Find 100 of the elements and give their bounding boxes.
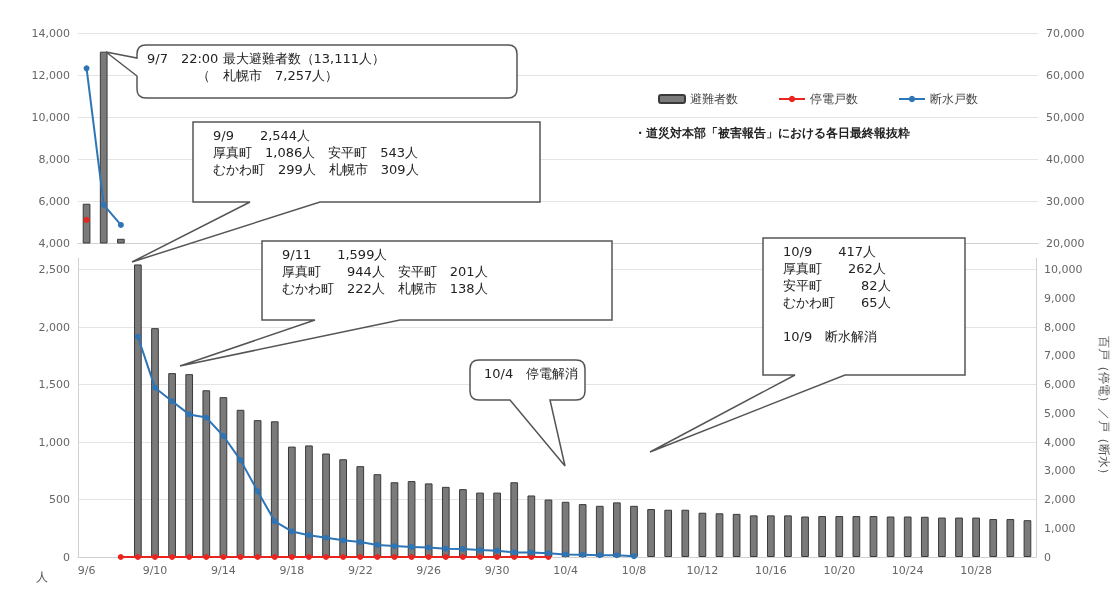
bar <box>869 516 878 557</box>
x-tick-label: 10/8 <box>621 564 647 577</box>
bar <box>441 486 450 557</box>
y2-tick-label: 1,000 <box>1044 521 1076 535</box>
point <box>442 554 449 560</box>
bar <box>253 420 262 557</box>
y2-tick-label: 10,000 <box>1044 263 1083 276</box>
bar <box>407 481 416 557</box>
annotation: 厚真町 944人 安平町 201人 <box>282 263 488 280</box>
bar <box>972 517 980 557</box>
bar <box>1006 519 1015 557</box>
y2-tick-label: 9,000 <box>1044 291 1076 305</box>
y-tick-label: 8,000 <box>38 152 70 166</box>
point <box>100 201 107 208</box>
bar <box>852 516 861 557</box>
bar <box>270 421 279 557</box>
bar <box>578 504 587 557</box>
bar <box>715 513 724 557</box>
bar <box>424 483 433 557</box>
point <box>237 554 244 560</box>
point <box>117 221 124 228</box>
annotation: （ 札幌市 7,257人） <box>197 67 339 84</box>
y2-tick-label: 6,000 <box>1044 378 1076 391</box>
y2-tick-label: 3,000 <box>1044 464 1076 478</box>
annotation: むかわ町 65人 <box>783 294 891 311</box>
bar <box>305 445 313 557</box>
y2-tick-label: 4,000 <box>1044 435 1076 449</box>
bar <box>168 373 176 557</box>
bar <box>835 516 844 557</box>
bar <box>287 446 296 557</box>
bar <box>938 517 946 557</box>
bar <box>732 513 741 557</box>
annotation: 10/4 停電解消 <box>484 365 579 382</box>
y2-axis-title: 百戸（停電）／戸（断水） <box>1097 335 1111 480</box>
bar <box>134 264 142 557</box>
point <box>562 551 569 558</box>
point <box>186 411 193 418</box>
y2-tick-label: 0 <box>1044 550 1051 564</box>
x-tick-label: 9/10 <box>142 564 168 577</box>
y-tick-label: 6,000 <box>38 194 70 208</box>
annotation: 安平町 82人 <box>783 277 891 294</box>
bar <box>749 515 758 557</box>
legend-label: 避難者数 <box>690 92 738 106</box>
point <box>254 554 261 560</box>
point <box>271 554 278 560</box>
point <box>596 552 603 559</box>
bar <box>219 397 228 557</box>
point <box>186 554 193 560</box>
bar <box>903 516 912 557</box>
y2-tick-label: 8,000 <box>1044 320 1076 334</box>
point <box>357 539 364 546</box>
bar <box>236 409 245 557</box>
point <box>151 384 158 391</box>
bar <box>595 505 604 557</box>
bar <box>390 482 399 557</box>
point <box>271 518 278 525</box>
bar <box>339 459 348 557</box>
y-tick-label: 2,500 <box>38 263 70 276</box>
y2-tick-label: 40,000 <box>1046 152 1085 166</box>
legend-label: 断水戸数 <box>930 92 978 106</box>
y2-tick-label: 50,000 <box>1046 110 1085 124</box>
point <box>220 432 227 439</box>
point <box>288 528 295 535</box>
bar <box>544 499 553 557</box>
point <box>83 65 90 72</box>
x-tick-label: 9/22 <box>347 564 373 577</box>
point <box>117 554 124 560</box>
bar <box>1023 520 1032 557</box>
bar <box>681 509 690 557</box>
point <box>220 554 227 560</box>
point <box>442 545 449 552</box>
bar <box>647 509 655 557</box>
point <box>579 551 586 558</box>
x-tick-label: 9/14 <box>211 564 236 577</box>
point <box>254 488 261 495</box>
bar <box>818 516 827 557</box>
point <box>203 554 210 560</box>
annotation: 9/7 22:00 最大避難者数（13,111人） <box>147 50 386 67</box>
point <box>408 543 415 550</box>
point <box>357 554 364 560</box>
bar <box>510 482 519 557</box>
bar <box>784 515 792 557</box>
bar <box>613 502 621 557</box>
bar <box>664 509 673 557</box>
point <box>528 549 535 556</box>
point <box>459 545 466 552</box>
bar <box>561 501 570 557</box>
point <box>374 541 381 548</box>
y-tick-label: 14,000 <box>31 26 70 40</box>
x-tick-label: 9/18 <box>279 564 305 577</box>
point <box>374 554 381 560</box>
bar <box>185 374 194 557</box>
point <box>169 398 176 405</box>
y-tick-label: 12,000 <box>31 68 70 82</box>
bar <box>527 495 536 557</box>
y-tick-label: 1,000 <box>38 435 70 449</box>
point <box>323 534 330 541</box>
annotation: 9/11 1,599人 <box>282 246 388 263</box>
x-tick-label: 10/20 <box>823 564 856 577</box>
point <box>340 554 347 560</box>
